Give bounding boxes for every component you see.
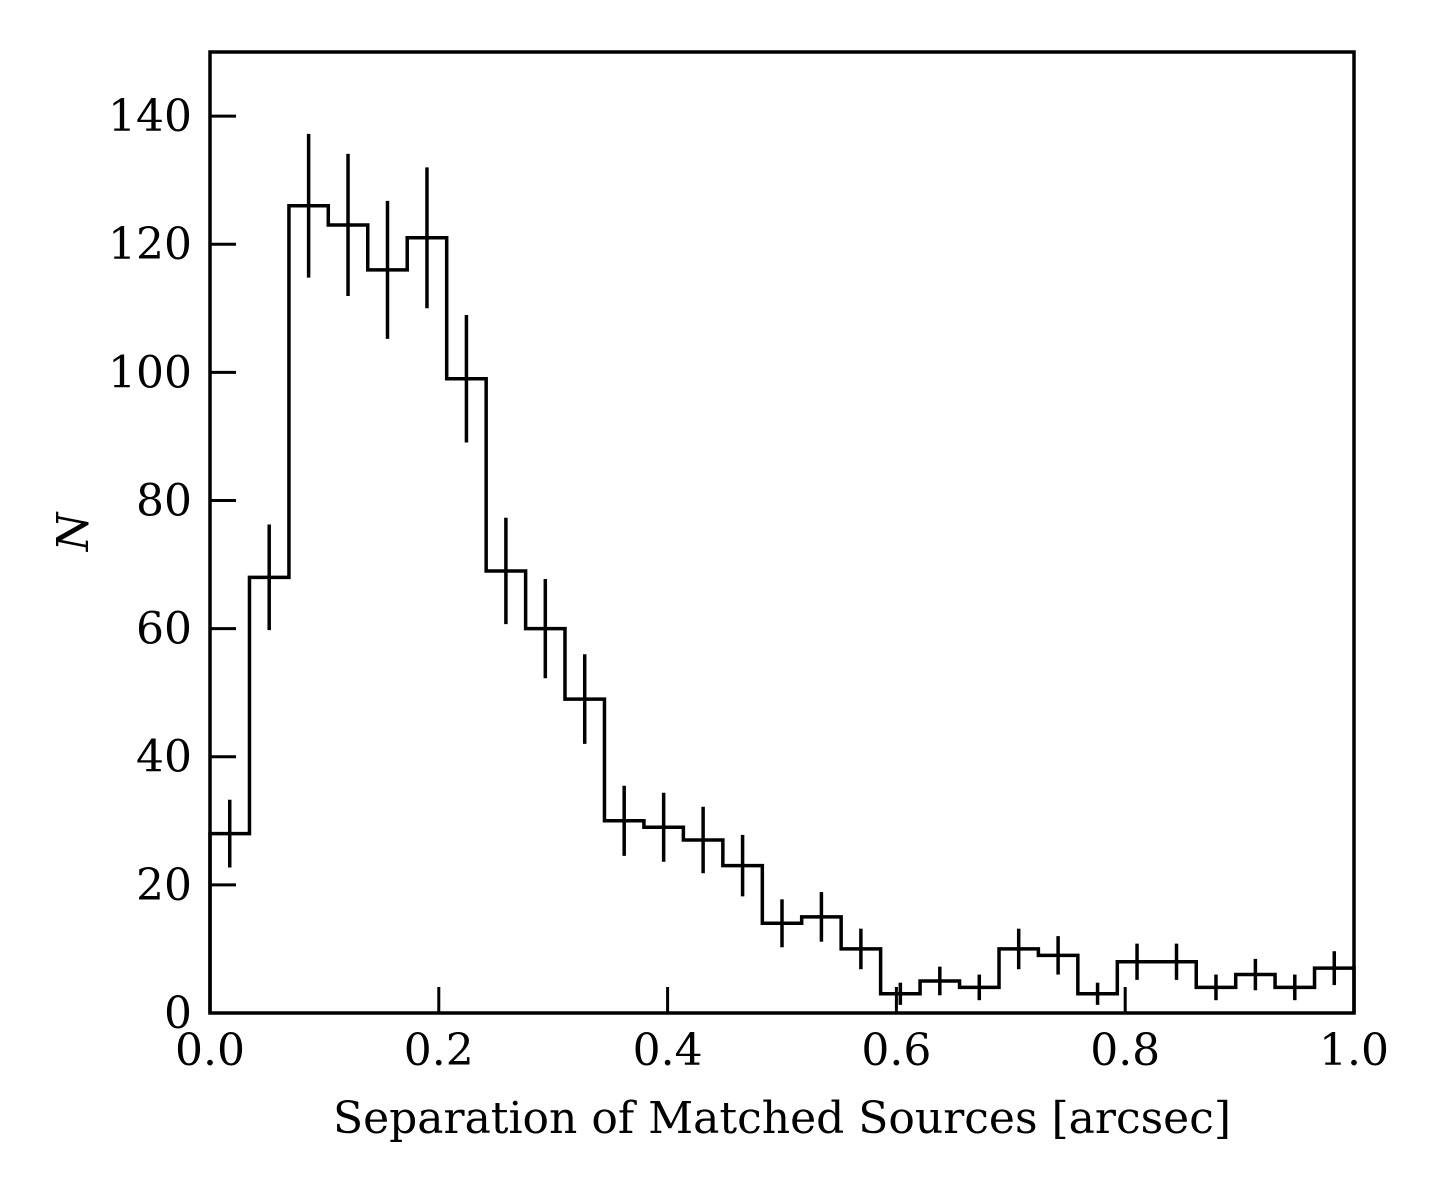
plot-frame	[208, 50, 1356, 1015]
y-tick-label: 0	[164, 988, 192, 1039]
axis-ticks: 0.0 0.2 0.4 0.6 0.8 1.0 0 20 40 60 80 100 120 140	[108, 91, 1389, 1076]
x-tick-label: 1.0	[1319, 1025, 1389, 1076]
x-tick-label: 0.8	[1090, 1025, 1160, 1076]
plot-area	[208, 133, 1356, 1013]
x-tick-label: 0.2	[404, 1025, 474, 1076]
y-tick-label: 80	[136, 475, 192, 526]
y-tick-label: 140	[108, 91, 192, 142]
x-tick-label: 0.0	[175, 1025, 245, 1076]
y-tick-label: 60	[136, 604, 192, 655]
y-axis-label: N	[48, 511, 99, 552]
x-axis-label: Separation of Matched Sources [arcsec]	[333, 1093, 1231, 1144]
y-tick-label: 20	[136, 860, 192, 911]
y-tick-label: 40	[136, 732, 192, 783]
histogram-step-line	[208, 204, 1356, 1013]
y-tick-label: 120	[108, 219, 192, 270]
y-tick-label: 100	[108, 347, 192, 398]
x-tick-label: 0.6	[861, 1025, 931, 1076]
x-tick-label: 0.4	[633, 1025, 703, 1076]
